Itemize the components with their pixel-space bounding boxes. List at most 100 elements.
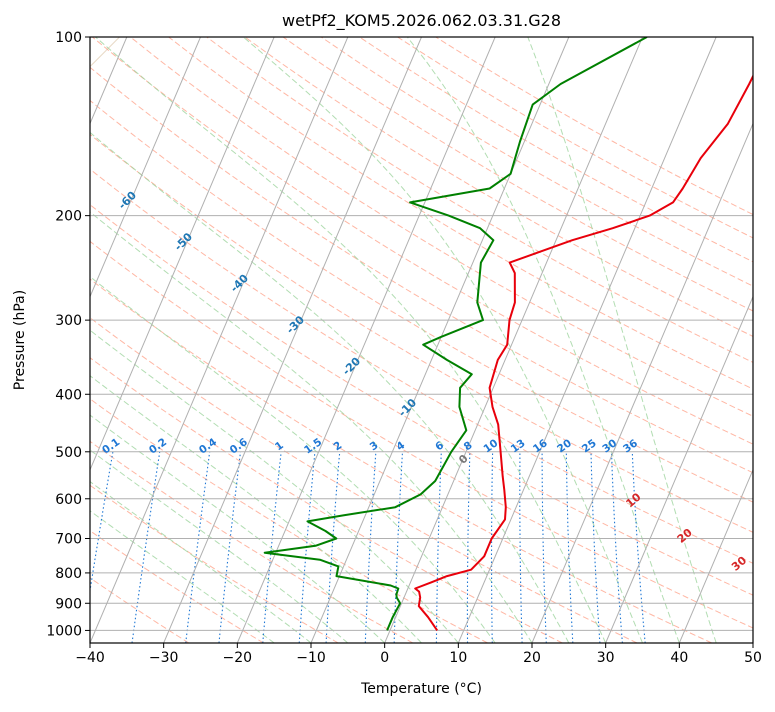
chart-title: wetPf2_KOM5.2026.062.03.31.G28 <box>282 11 561 31</box>
x-tick-label: 0 <box>380 650 389 666</box>
y-tick-label: 500 <box>55 445 82 461</box>
mixing-ratio-label: 25 <box>580 437 599 455</box>
mixing-ratio-label: 6 <box>433 439 446 453</box>
moist-adiabat-line <box>0 37 348 643</box>
moist-adiabat-label: 20 <box>675 526 695 546</box>
x-tick-label: 40 <box>670 650 688 666</box>
dry-adiabats <box>0 37 775 643</box>
dry-adiabat-line <box>207 37 775 643</box>
mixing-ratio-line <box>520 452 522 643</box>
isotherm-line <box>16 37 274 643</box>
dry-adiabat-line <box>0 37 562 643</box>
x-axis: −40 −30 −20 −10 0 10 20 30 40 50 <box>75 643 762 666</box>
moist-adiabats <box>0 37 716 643</box>
mixing-ratio-line <box>186 452 210 643</box>
isotherm-label: -70 <box>60 147 83 170</box>
mixing-ratio-line <box>365 452 376 643</box>
x-axis-label: Temperature (°C) <box>360 681 482 697</box>
x-tick-label: 50 <box>744 650 762 666</box>
mixing-ratio-label: 13 <box>509 437 528 455</box>
mixing-ratio-label: 0.2 <box>147 436 169 457</box>
isobars <box>90 37 753 630</box>
x-tick-label: 10 <box>449 650 467 666</box>
mixing-ratio-label: 10 <box>481 437 500 455</box>
mixing-ratio-line <box>436 452 441 643</box>
mixing-ratio-label: 1.5 <box>302 436 324 457</box>
y-tick-label: 1000 <box>46 623 82 639</box>
mixing-ratio-label: 3 <box>368 439 381 453</box>
mixing-ratio-line <box>492 452 493 643</box>
y-tick-label: 800 <box>55 566 82 582</box>
y-tick-label: 900 <box>55 596 82 612</box>
y-tick-label: 200 <box>55 209 82 225</box>
moist-adiabat-line <box>0 37 274 643</box>
moist-adiabat-line <box>0 37 422 643</box>
mixing-ratio-line <box>82 452 113 643</box>
moist-adiabat-line <box>0 37 385 643</box>
isotherm-line <box>532 37 775 643</box>
dry-adiabat-line <box>169 37 775 643</box>
isotherm-line <box>311 37 569 643</box>
isotherm-line <box>458 37 716 643</box>
mixing-ratio-line <box>132 452 160 643</box>
x-tick-label: 20 <box>523 650 541 666</box>
dry-adiabat-line <box>0 37 413 643</box>
isotherm-label: -30 <box>284 313 307 336</box>
isotherm-line <box>679 37 775 643</box>
mixing-ratio-lines <box>82 452 645 643</box>
y-tick-label: 700 <box>55 532 82 548</box>
dry-adiabat-line <box>0 37 712 643</box>
dry-adiabat-line <box>283 37 775 643</box>
mixing-ratio-line <box>219 452 241 643</box>
mixing-ratio-label: 1 <box>273 439 286 453</box>
isotherm-label: 0 <box>456 452 471 467</box>
isotherm-label: -20 <box>340 354 363 377</box>
dry-adiabat-line <box>359 37 775 643</box>
isotherm-line <box>0 37 201 643</box>
y-tick-label: 300 <box>55 313 82 329</box>
mixing-ratio-label: 8 <box>462 439 475 453</box>
mixing-ratio-line <box>566 452 573 643</box>
x-tick-label: −40 <box>75 650 105 666</box>
dry-adiabat-line <box>0 37 338 643</box>
moist-adiabat-label: 30 <box>729 554 749 574</box>
mixing-ratio-line <box>632 452 645 643</box>
y-tick-label: 100 <box>55 30 82 46</box>
isotherm-label: -10 <box>396 396 419 419</box>
isotherm-line <box>606 37 775 643</box>
x-tick-label: −30 <box>149 650 179 666</box>
dry-adiabat-line <box>0 37 189 643</box>
x-tick-label: −20 <box>223 650 253 666</box>
isotherm-label: -60 <box>116 189 139 212</box>
mixing-ratio-label: 0.4 <box>197 436 219 457</box>
y-tick-label: 400 <box>55 387 82 403</box>
isotherm-line <box>385 37 643 643</box>
isotherm-line <box>90 37 348 643</box>
moist-adiabat-line <box>528 37 716 643</box>
mixing-ratio-label: 30 <box>600 437 619 455</box>
dry-adiabat-line <box>245 37 775 643</box>
mixing-ratio-label: 2 <box>332 439 345 453</box>
x-tick-label: 30 <box>597 650 615 666</box>
y-tick-label: 600 <box>55 492 82 508</box>
mixing-ratio-label: 0.6 <box>228 436 250 457</box>
dry-adiabat-line <box>0 37 488 643</box>
y-axis: 100 200 300 400 500 600 700 800 900 1000 <box>46 30 90 639</box>
moist-adiabat-line <box>407 37 679 643</box>
isotherm-label: -40 <box>228 272 251 295</box>
isotherm-label: -80 <box>4 106 27 129</box>
y-axis-label: Pressure (hPa) <box>12 290 28 390</box>
mixing-ratio-line <box>612 452 623 643</box>
moist-adiabat-line <box>0 37 458 643</box>
mixing-ratio-label: 16 <box>531 437 550 455</box>
dry-adiabat-line <box>130 37 775 643</box>
x-tick-label: −10 <box>296 650 326 666</box>
mixing-ratio-label: 20 <box>555 437 574 455</box>
moist-adiabat-line <box>0 37 569 643</box>
dry-adiabat-line <box>0 37 264 643</box>
isotherm-line <box>753 37 775 643</box>
moist-adiabat-line <box>0 37 495 643</box>
dry-adiabat-line <box>0 37 637 643</box>
moist-adiabat-line <box>243 37 642 643</box>
